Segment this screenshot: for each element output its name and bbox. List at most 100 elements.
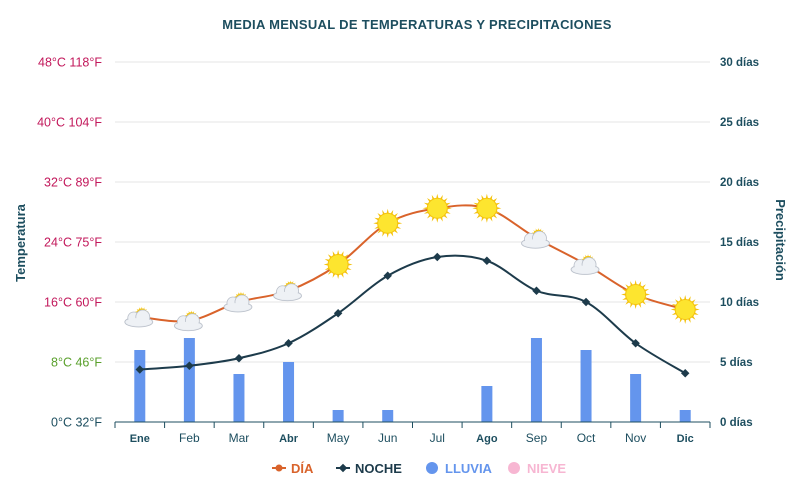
sun-ray: [485, 193, 489, 199]
night-point: [680, 369, 690, 378]
legend-marker: [338, 463, 348, 473]
precipitation-bar: [183, 338, 195, 422]
night-point: [482, 256, 492, 265]
sun-ray: [634, 280, 637, 286]
sun-icon: [422, 193, 452, 223]
sun-ray: [336, 273, 340, 279]
sun-icon: [323, 250, 353, 279]
sun-ray: [436, 217, 439, 223]
right-axis-label: Precipitación: [773, 199, 788, 281]
legend-label: LLUVIA: [445, 461, 493, 476]
sun-ray: [683, 318, 687, 324]
partly-cloudy-icon: [223, 291, 253, 313]
precipitation-bar: [283, 362, 295, 422]
sun-disc: [625, 284, 647, 305]
x-tick-label: Abr: [279, 433, 299, 445]
cloud-fill: [274, 291, 301, 300]
sun-disc: [674, 299, 696, 320]
cloud-fill: [175, 321, 202, 330]
cloud: [570, 257, 600, 275]
x-tick-label: Sep: [526, 431, 548, 445]
y-tick-label-left: 8°C 46°F: [51, 356, 102, 370]
cloud-fill: [572, 265, 599, 274]
y-tick-label-right: 5 días: [720, 357, 753, 369]
night-point: [383, 271, 392, 280]
temperature-lines: [135, 204, 690, 378]
cloud: [124, 309, 154, 328]
night-point: [581, 297, 591, 307]
cloud: [223, 294, 253, 313]
precipitation-bar: [530, 338, 542, 422]
sun-ray: [485, 217, 489, 223]
cloud: [173, 313, 203, 332]
legend-label: NOCHE: [355, 461, 402, 476]
cloud-fill: [224, 303, 251, 311]
night-point: [631, 339, 640, 348]
x-tick-label: May: [327, 431, 350, 445]
left-axis-label: Temperatura: [13, 203, 28, 282]
y-tick-label-left: 24°C 75°F: [44, 236, 102, 250]
sun-disc: [426, 197, 448, 219]
precipitation-bar: [233, 374, 245, 422]
legend-marker: [275, 464, 283, 472]
sun-disc: [327, 254, 349, 275]
legend-marker: [426, 462, 438, 474]
y-tick-label-right: 15 días: [720, 237, 759, 249]
sun-icon: [670, 295, 700, 324]
night-point: [532, 286, 541, 295]
y-tick-label-left: 32°C 89°F: [44, 176, 102, 190]
cloud-fill: [522, 239, 549, 248]
precipitation-bar: [630, 374, 642, 422]
sun-disc: [476, 197, 498, 219]
precipitation-bar: [134, 350, 146, 422]
y-tick-label-left: 0°C 32°F: [51, 416, 102, 430]
sun-ray: [323, 263, 329, 266]
cloud: [273, 283, 302, 302]
partly-cloudy-icon: [570, 254, 600, 275]
x-tick-label: Jun: [378, 431, 397, 445]
y-tick-label-left: 16°C 60°F: [44, 296, 102, 310]
sun-ray: [472, 207, 478, 210]
sun-ray: [634, 303, 637, 309]
sun-icon: [472, 193, 502, 223]
sun-disc: [377, 212, 399, 234]
legend-item: DÍA: [272, 461, 314, 476]
legend-item: LLUVIA: [426, 461, 493, 476]
sun-ray: [386, 208, 389, 214]
y-tick-label-right: 20 días: [720, 177, 759, 189]
precipitation-bar: [382, 410, 394, 422]
sun-ray: [446, 207, 452, 210]
sun-ray: [694, 308, 700, 311]
legend-label: NIEVE: [527, 461, 566, 476]
y-tick-label-left: 48°C 118°F: [38, 56, 102, 70]
x-tick-label: Jul: [430, 431, 445, 445]
sun-ray: [373, 222, 379, 225]
x-tick-label: Dic: [677, 433, 694, 445]
night-point: [234, 354, 244, 363]
x-tick-label: Mar: [229, 431, 250, 445]
chart-title: MEDIA MENSUAL DE TEMPERATURAS Y PRECIPIT…: [222, 17, 611, 32]
night-point: [433, 252, 442, 262]
sun-ray: [397, 222, 403, 225]
sun-ray: [347, 263, 353, 266]
sun-icon: [621, 280, 651, 309]
precipitation-bar: [481, 386, 493, 422]
y-tick-label-right: 0 días: [720, 417, 753, 429]
x-tick-label: Oct: [577, 431, 596, 445]
x-tick-label: Nov: [625, 431, 646, 445]
precipitation-bar: [332, 410, 344, 422]
legend-item: NIEVE: [508, 461, 566, 476]
sun-ray: [645, 293, 651, 296]
legend-label: DÍA: [291, 461, 314, 476]
night-point: [333, 309, 343, 318]
precipitation-bar: [580, 350, 592, 422]
partly-cloudy-icon: [273, 280, 302, 302]
partly-cloudy-icon: [173, 310, 203, 332]
night-point: [284, 339, 293, 348]
sun-icon: [373, 208, 403, 238]
y-tick-label-left: 40°C 104°F: [37, 116, 102, 130]
sun-ray: [621, 293, 627, 296]
axes: 0°C 32°F 8°C 46°F 16°C 60°F 24°C 75°F 32°C 8…: [37, 56, 759, 446]
y-tick-label-right: 25 días: [720, 117, 759, 129]
partly-cloudy-icon: [521, 228, 550, 249]
